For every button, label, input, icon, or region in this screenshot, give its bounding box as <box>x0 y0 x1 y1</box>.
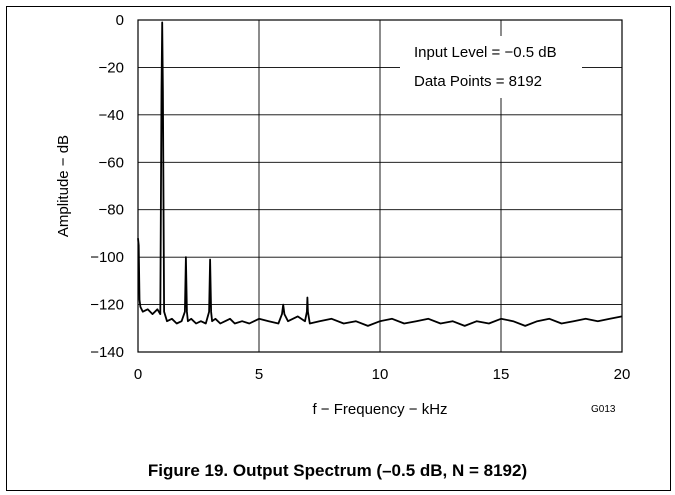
y-tick-label: −80 <box>99 202 124 219</box>
y-tick-label: −60 <box>99 154 124 171</box>
annotation-box <box>400 36 582 98</box>
figure-caption: Figure 19. Output Spectrum (–0.5 dB, N =… <box>147 461 528 480</box>
y-tick-label: −120 <box>90 297 124 314</box>
annotation-input-level: Input Level = −0.5 dB <box>414 44 557 61</box>
x-tick-label: 20 <box>614 366 631 383</box>
annotation-data-points: Data Points = 8192 <box>414 73 543 90</box>
x-tick-label: 0 <box>134 366 142 383</box>
spectrum-series-line <box>137 21 623 327</box>
y-tick-labels: 0 −20 −40 −60 −80 −100 −120 −140 <box>90 12 124 361</box>
y-axis-label: Amplitude − dB <box>55 135 72 237</box>
x-tick-labels: 0 5 10 15 20 <box>134 366 631 383</box>
series-group <box>137 21 623 327</box>
figure-id: G013 <box>591 404 616 415</box>
x-axis-label: f − Frequency − kHz <box>312 401 447 418</box>
y-tick-label: −40 <box>99 107 124 124</box>
x-tick-label: 10 <box>372 366 389 383</box>
y-tick-label: −20 <box>99 59 124 76</box>
x-tick-label: 5 <box>255 366 263 383</box>
x-tick-label: 15 <box>493 366 510 383</box>
y-tick-label: −100 <box>90 249 124 266</box>
y-tick-label: −140 <box>90 344 124 361</box>
y-tick-label: 0 <box>116 12 124 29</box>
plot-border <box>137 19 623 353</box>
